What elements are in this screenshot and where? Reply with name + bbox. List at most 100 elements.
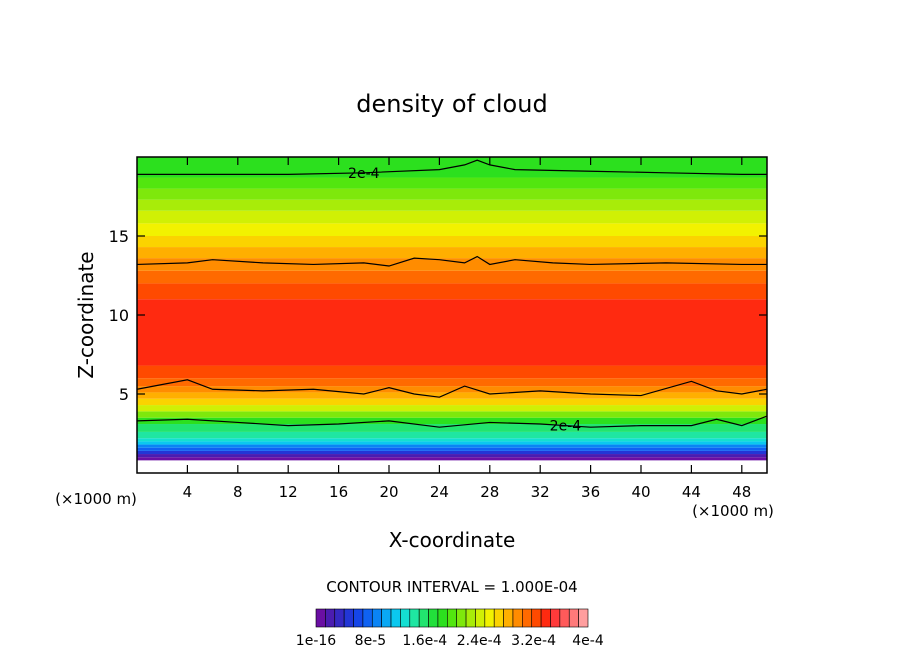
x-tick-label-10: 44 — [682, 483, 701, 501]
y-unit-label: (×1000 m) — [55, 490, 137, 508]
x-tick-label-4: 20 — [379, 483, 398, 501]
colorbar-cell-21 — [512, 608, 523, 628]
x-tick-label-3: 16 — [329, 483, 348, 501]
field-band-18 — [137, 283, 767, 300]
contour-lines — [137, 159, 767, 428]
colorbar-cell-0 — [315, 608, 326, 628]
colorbar-cell-1 — [325, 608, 336, 628]
field-band-19 — [137, 270, 767, 284]
field-band-10 — [137, 411, 767, 418]
y-axis-label: Z-coordinate — [74, 251, 98, 378]
field-band-25 — [137, 199, 767, 211]
colorbar-cell-3 — [343, 608, 354, 628]
colorbar-cell-11 — [418, 608, 429, 628]
field-band-12 — [137, 398, 767, 406]
field-band-22 — [137, 236, 767, 248]
colorbar-cell-28 — [578, 608, 589, 628]
x-tick-label-9: 40 — [631, 483, 650, 501]
field-band-11 — [137, 405, 767, 412]
colorbar-cell-26 — [559, 608, 570, 628]
colorbar-cell-27 — [568, 608, 579, 628]
y-axis-ticks: 5 10 15 — [109, 227, 767, 404]
x-tick-label-6: 28 — [480, 483, 499, 501]
x-tick-label-0: 4 — [183, 483, 193, 501]
field-band-16 — [137, 365, 767, 379]
colorbar-cell-22 — [522, 608, 533, 628]
colorbar-cell-13 — [437, 608, 448, 628]
colorbar-cell-9 — [400, 608, 411, 628]
field-band-15 — [137, 378, 767, 387]
colorbar-cell-19 — [493, 608, 504, 628]
x-tick-label-8: 36 — [581, 483, 600, 501]
colorbar-cell-24 — [540, 608, 551, 628]
field-band-21 — [137, 247, 767, 259]
colorbar-cell-8 — [390, 608, 401, 628]
x-tick-label-1: 8 — [233, 483, 243, 501]
colorbar-cell-2 — [334, 608, 345, 628]
colorbar-cell-18 — [484, 608, 495, 628]
field-band-23 — [137, 223, 767, 236]
field-band-27 — [137, 177, 767, 189]
x-unit-label: (×1000 m) — [692, 502, 774, 520]
field-band-3 — [137, 447, 767, 451]
colorbar-cell-4 — [353, 608, 364, 628]
field-band-6 — [137, 438, 767, 442]
y-tick-label-1: 10 — [109, 306, 129, 325]
colorbar — [315, 608, 589, 628]
contour-label-1: 2e-4 — [550, 419, 582, 435]
contour-labels: 2e-4 2e-4 — [348, 166, 582, 435]
colorbar-cell-25 — [550, 608, 561, 628]
field-bands — [137, 157, 767, 461]
colorbar-cell-17 — [475, 608, 486, 628]
colorbar-label-5: 4e-4 — [572, 633, 604, 649]
field-band-17 — [137, 299, 767, 366]
colorbar-cell-23 — [531, 608, 542, 628]
x-tick-label-5: 24 — [430, 483, 449, 501]
colorbar-cell-20 — [503, 608, 514, 628]
field-band-26 — [137, 188, 767, 200]
y-tick-label-0: 5 — [119, 385, 129, 404]
colorbar-cell-10 — [409, 608, 420, 628]
field-band-4 — [137, 444, 767, 448]
field-band-7 — [137, 431, 767, 439]
x-tick-label-2: 12 — [279, 483, 298, 501]
contour-line-low — [137, 415, 767, 428]
contour-line-upper — [137, 159, 767, 175]
colorbar-cell-16 — [465, 608, 476, 628]
colorbar-label-4: 3.2e-4 — [511, 633, 556, 649]
contour-interval-label: CONTOUR INTERVAL = 1.000E-04 — [326, 578, 577, 596]
field-band-9 — [137, 417, 767, 425]
colorbar-cell-14 — [447, 608, 457, 628]
plot-area — [137, 157, 767, 473]
field-band-24 — [137, 210, 767, 224]
y-tick-label-2: 15 — [109, 227, 129, 246]
field-band-13 — [137, 392, 767, 399]
field-band-0 — [137, 457, 767, 461]
x-axis-label: X-coordinate — [389, 528, 516, 552]
contour-label-0: 2e-4 — [348, 166, 380, 182]
field-band-1 — [137, 454, 767, 458]
x-tick-label-11: 48 — [732, 483, 751, 501]
colorbar-label-3: 2.4e-4 — [457, 633, 502, 649]
colorbar-label-2: 1.6e-4 — [402, 633, 447, 649]
colorbar-cell-7 — [381, 608, 392, 628]
colorbar-cell-15 — [456, 608, 467, 628]
colorbar-cell-12 — [428, 608, 439, 628]
contour-line-high — [137, 255, 767, 267]
colorbar-cell-6 — [371, 608, 382, 628]
field-band-14 — [137, 386, 767, 393]
contour-line-mid — [137, 379, 767, 398]
x-tick-label-7: 32 — [531, 483, 550, 501]
colorbar-cell-5 — [362, 608, 373, 628]
x-axis-ticks: 4 8 12 16 20 24 28 32 36 40 44 48 — [183, 157, 751, 501]
field-band-8 — [137, 424, 767, 432]
colorbar-label-0: 1e-16 — [296, 633, 336, 649]
field-band-2 — [137, 450, 767, 455]
chart-title: density of cloud — [356, 90, 547, 118]
field-band-5 — [137, 441, 767, 445]
colorbar-labels: 1e-16 8e-5 1.6e-4 2.4e-4 3.2e-4 4e-4 — [296, 633, 604, 649]
colorbar-label-1: 8e-5 — [355, 633, 386, 649]
field-band-20 — [137, 258, 767, 271]
